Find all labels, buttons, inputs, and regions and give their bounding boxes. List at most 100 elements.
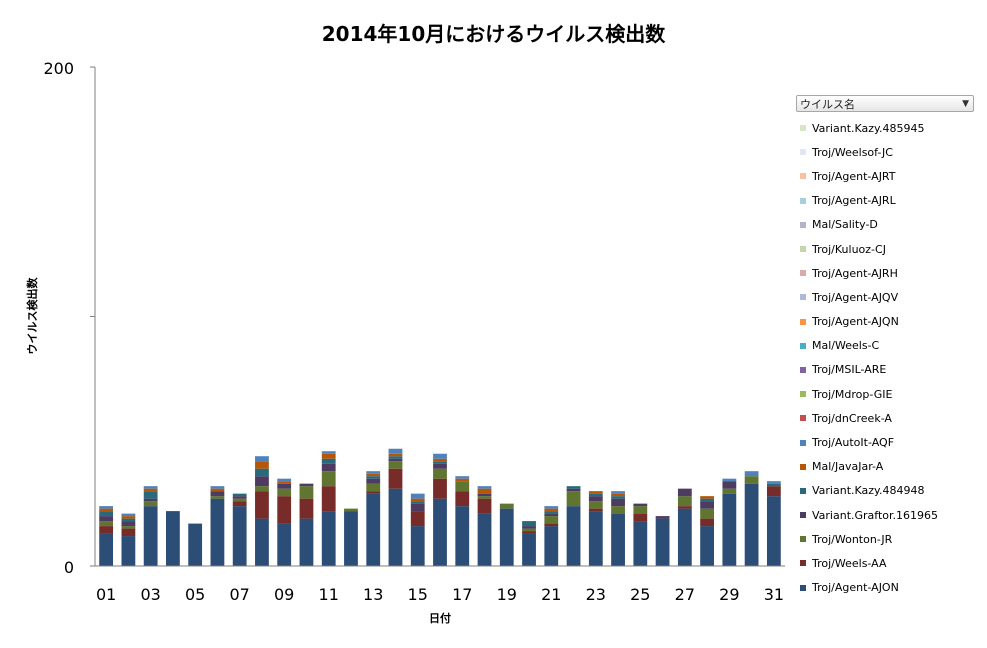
legend-swatch xyxy=(800,391,806,398)
legend-item[interactable]: Variant.Kazy.485945 xyxy=(796,116,974,140)
legend-item[interactable]: Mal/JavaJar-A xyxy=(796,455,974,479)
bar-segment-15-6 xyxy=(410,493,425,499)
bar-segment-22-0 xyxy=(566,506,581,566)
x-tick-label-13: 13 xyxy=(363,585,383,604)
bar-segment-04-0 xyxy=(166,511,180,566)
legend-item[interactable]: Troj/Agent-AJRH xyxy=(796,261,974,285)
bar-segment-07-4 xyxy=(232,493,247,497)
x-tick-label-03: 03 xyxy=(140,585,160,604)
legend-item[interactable]: Troj/Weels-AA xyxy=(796,551,974,575)
legend-filter-dropdown[interactable]: ウイルス名 ▼ xyxy=(796,95,974,112)
legend-item[interactable]: Troj/Wonton-JR xyxy=(796,527,974,551)
bar-segment-14-5 xyxy=(388,453,403,457)
bar-segment-02-1 xyxy=(121,528,136,537)
bar-segment-11-2 xyxy=(321,471,336,487)
legend-item[interactable]: Troj/Agent-AJRL xyxy=(796,189,974,213)
bar-segment-28-2 xyxy=(700,508,714,519)
bar-segment-22-2 xyxy=(566,491,581,507)
legend-swatch xyxy=(800,487,806,494)
legend-item[interactable]: Troj/dnCreek-A xyxy=(796,406,974,430)
x-tick-label-23: 23 xyxy=(586,585,606,604)
legend-item[interactable]: Mal/Sality-D xyxy=(796,213,974,237)
bar-segment-17-5 xyxy=(455,478,470,482)
x-tick-label-19: 19 xyxy=(497,585,517,604)
bar-segment-13-3 xyxy=(366,478,381,484)
bar-segment-25-1 xyxy=(633,513,648,522)
bar-segment-10-2 xyxy=(299,486,314,499)
legend-label: Variant.Kazy.485945 xyxy=(812,121,925,135)
bar-segment-08-3 xyxy=(255,476,269,487)
legend-swatch xyxy=(800,584,806,591)
bar-segment-01-3 xyxy=(99,516,114,522)
legend-label: Variant.Graftor.161965 xyxy=(812,508,939,522)
bar-segment-14-4 xyxy=(388,456,403,459)
x-tick-label-11: 11 xyxy=(319,585,339,604)
bar-segment-21-0 xyxy=(544,526,559,566)
legend-label: Troj/Agent-AJQN xyxy=(812,315,899,329)
legend-item[interactable]: Variant.Graftor.161965 xyxy=(796,503,974,527)
x-tick-label-25: 25 xyxy=(630,585,650,604)
bar-segment-13-1 xyxy=(366,491,381,494)
legend-item[interactable]: Troj/AutoIt-AQF xyxy=(796,430,974,454)
bar-segment-09-1 xyxy=(277,496,292,524)
bar-segment-09-3 xyxy=(277,483,292,489)
bar-segment-06-6 xyxy=(210,486,225,489)
legend-item[interactable]: Mal/Weels-C xyxy=(796,334,974,358)
bar-segment-21-6 xyxy=(544,506,559,509)
legend-label: Mal/JavaJar-A xyxy=(812,460,884,474)
legend-swatch xyxy=(800,463,806,470)
legend-label: Variant.Kazy.484948 xyxy=(812,484,925,498)
legend-item[interactable]: Troj/Agent-AJON xyxy=(796,576,974,600)
bar-segment-08-0 xyxy=(255,518,269,567)
bar-segment-20-4 xyxy=(522,521,536,527)
legend-item[interactable]: Troj/MSIL-ARE xyxy=(796,358,974,382)
bar-segment-15-1 xyxy=(410,511,425,527)
legend-label: Troj/Agent-AJON xyxy=(812,581,899,595)
x-tick-label-07: 07 xyxy=(230,585,250,604)
bar-segment-18-0 xyxy=(477,513,492,567)
bar-segment-25-3 xyxy=(633,503,648,507)
bar-segment-03-0 xyxy=(143,506,158,566)
bar-segment-03-5 xyxy=(143,488,158,492)
legend-item[interactable]: Troj/Agent-AJRT xyxy=(796,164,974,188)
x-tick-label-17: 17 xyxy=(452,585,472,604)
legend-label: Troj/Kuluoz-CJ xyxy=(812,242,886,256)
bar-segment-30-2 xyxy=(744,476,759,484)
bar-segment-09-2 xyxy=(277,488,292,497)
legend-item[interactable]: Troj/Agent-AJQV xyxy=(796,285,974,309)
bar-segment-15-3 xyxy=(410,503,425,512)
x-tick-label-01: 01 xyxy=(96,585,116,604)
bar-segment-16-6 xyxy=(433,453,447,459)
legend-label: Troj/AutoIt-AQF xyxy=(812,436,895,450)
bar-segment-29-3 xyxy=(722,481,737,489)
bar-segment-24-4 xyxy=(611,496,625,499)
bar-segment-03-4 xyxy=(143,491,158,499)
bar-segment-18-6 xyxy=(477,486,492,489)
legend: ウイルス名 ▼ Variant.Kazy.485945 Troj/Weelsof-… xyxy=(796,95,974,600)
bar-segment-30-0 xyxy=(744,483,759,566)
bar-segment-23-3 xyxy=(588,496,603,502)
bar-segment-18-2 xyxy=(477,496,492,499)
bar-segment-11-4 xyxy=(321,458,336,464)
legend-item[interactable]: Troj/Mdrop-GIE xyxy=(796,382,974,406)
legend-item[interactable]: Variant.Kazy.484948 xyxy=(796,479,974,503)
bar-segment-07-3 xyxy=(232,496,247,499)
bar-segment-31-1 xyxy=(766,486,781,497)
legend-swatch xyxy=(800,149,806,156)
legend-item[interactable]: Troj/Kuluoz-CJ xyxy=(796,237,974,261)
bar-segment-16-5 xyxy=(433,458,447,462)
bar-segment-23-2 xyxy=(588,501,603,509)
bar-segment-01-1 xyxy=(99,526,114,534)
bar-segment-17-0 xyxy=(455,506,470,566)
bar-segment-11-1 xyxy=(321,486,336,512)
legend-item[interactable]: Troj/Agent-AJQN xyxy=(796,310,974,334)
bar-segment-21-2 xyxy=(544,516,559,524)
bar-segment-07-0 xyxy=(232,506,247,566)
bar-segment-11-3 xyxy=(321,463,336,472)
legend-item[interactable]: Troj/Weelsof-JC xyxy=(796,140,974,164)
bar-segment-03-2 xyxy=(143,501,158,507)
legend-swatch xyxy=(800,197,806,204)
bar-segment-27-3 xyxy=(677,488,692,497)
bar-segment-01-2 xyxy=(99,521,114,527)
bar-segment-06-2 xyxy=(210,496,225,499)
